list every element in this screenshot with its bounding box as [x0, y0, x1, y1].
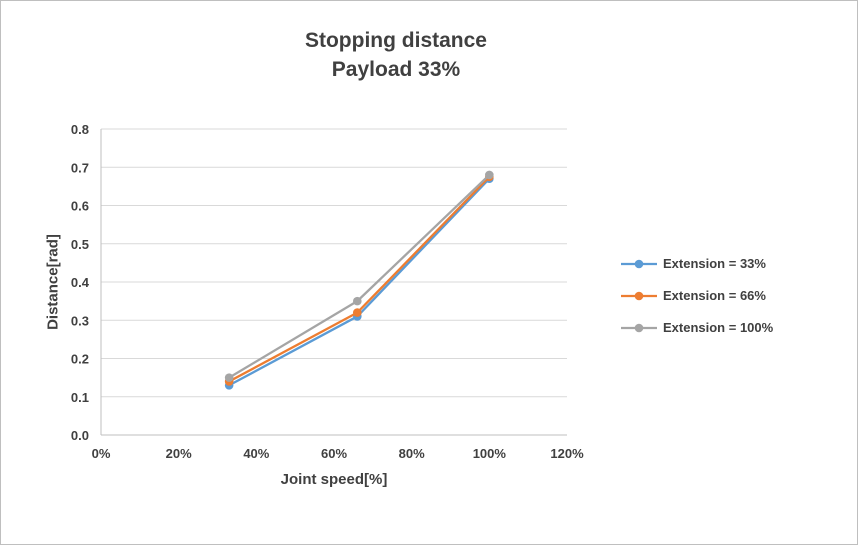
series-marker-2 [485, 170, 494, 180]
legend-marker-icon [634, 323, 644, 332]
x-tick-label: 120% [550, 446, 584, 461]
x-tick-label: 60% [321, 446, 347, 461]
x-axis-title: Joint speed[%] [280, 471, 388, 488]
y-tick-label: 0.2 [71, 352, 89, 367]
legend-label: Extension = 66% [663, 288, 766, 303]
series-marker-2 [224, 373, 234, 382]
x-tick-label: 80% [399, 446, 425, 461]
x-tick-label: 100% [473, 446, 507, 461]
chart-title-line1: Stopping distance [304, 29, 487, 52]
legend-item-0: Extension = 33% [621, 256, 773, 271]
y-tick-label: 0.3 [71, 313, 89, 328]
series-line-1 [227, 175, 491, 383]
y-tick-label: 0.1 [71, 390, 89, 405]
y-tick-label: 0.7 [71, 160, 89, 175]
y-tick-label: 0.6 [71, 199, 89, 214]
y-tick-label: 0.8 [71, 122, 89, 137]
series-marker-2 [353, 296, 362, 306]
chart-title-line2: Payload 33% [331, 57, 461, 81]
legend-item-2: Extension = 100% [621, 320, 773, 335]
x-tick-label: 20% [166, 446, 192, 461]
legend-line-marker-icon [621, 291, 657, 300]
legend-item-1: Extension = 66% [621, 288, 773, 303]
x-tick-label: 0% [92, 446, 111, 461]
series-marker-1 [353, 308, 362, 317]
legend-marker-icon [634, 291, 644, 300]
legend-label: Extension = 33% [663, 256, 766, 271]
y-axis-title: Distance[rad] [44, 234, 62, 330]
y-tick-label: 0.5 [71, 237, 89, 252]
legend: Extension = 33% Extension = 66% Extension … [621, 256, 773, 335]
y-tick-label: 0.0 [71, 428, 89, 443]
chart-title: Stopping distance Payload 33% [1, 27, 791, 85]
y-tick-label: 0.4 [71, 275, 90, 290]
legend-line-marker-icon [621, 323, 657, 332]
legend-label: Extension = 100% [663, 320, 774, 335]
x-tick-label: 40% [243, 446, 269, 461]
legend-marker-icon [634, 259, 644, 268]
legend-line-marker-icon [621, 259, 657, 268]
